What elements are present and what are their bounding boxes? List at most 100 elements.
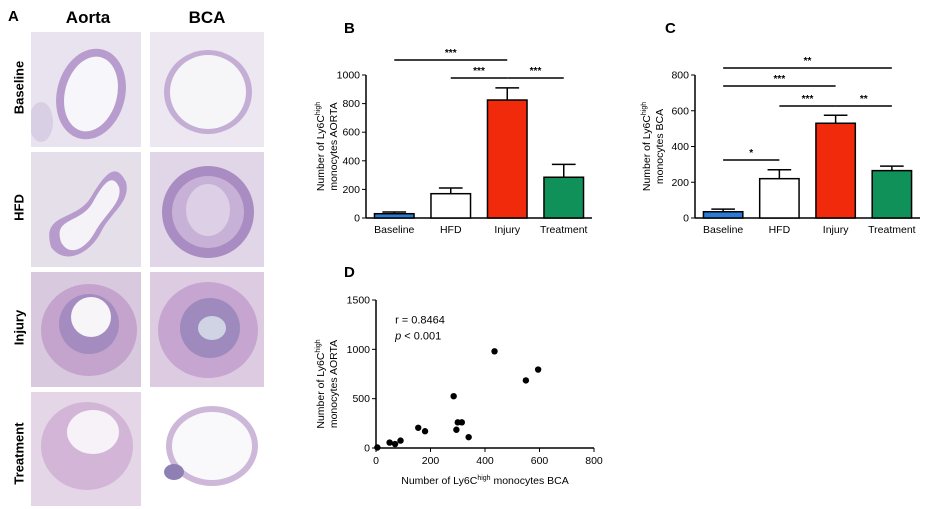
y-tick-label: 1000 — [337, 70, 361, 82]
y-axis-label-line1: Number of Ly6Chigh — [315, 102, 327, 191]
significance-label: ** — [860, 94, 868, 105]
x-tick-label: Injury — [823, 224, 849, 236]
y-axis-label-text: Number of Ly6C — [315, 115, 327, 191]
y-axis-label: Number of Ly6Chigh monocytes AORTA — [315, 102, 340, 191]
x-tick-label: 0 — [373, 455, 379, 467]
y-tick-label: 0 — [354, 213, 360, 225]
correlation-coefficient: r = 0.8464 — [395, 315, 445, 327]
y-tick-label: 0 — [683, 213, 689, 225]
bar-chart-bca: 0 200 400 600 800 Baseline HFD Injury Treatment *… — [641, 56, 920, 236]
x-tick-label: 600 — [531, 455, 549, 467]
x-axis-label: Number of Ly6Chigh monocytes BCA — [401, 475, 569, 487]
data-point — [534, 366, 542, 373]
panel-c-letter: C — [665, 20, 676, 37]
row-header-baseline: Baseline — [11, 60, 27, 115]
data-point — [491, 348, 498, 355]
y-tick-label: 200 — [671, 177, 689, 189]
panel-b-letter: B — [344, 20, 355, 37]
scatter-chart-correlation: 0 500 1000 1500 0 200 400 600 800 r = 0.8464 p < 0… — [315, 295, 603, 488]
column-header-aorta: Aorta — [65, 8, 111, 27]
significance-label: *** — [774, 74, 786, 85]
panel-a-letter: A — [8, 8, 19, 25]
bar — [702, 210, 744, 219]
y-tick-label: 600 — [671, 105, 689, 117]
panel-d-letter: D — [344, 264, 355, 281]
y-axis-label-line2: monocytes AORTA — [328, 102, 340, 190]
y-tick-label: 200 — [342, 184, 360, 196]
bar — [430, 192, 472, 219]
x-axis-label-superscript: high — [477, 475, 490, 482]
p-value-symbol: p — [394, 330, 401, 342]
y-axis-label-text: Number of Ly6C — [315, 352, 327, 428]
y-axis-label-line2: monocytes BCA — [654, 109, 666, 184]
y-axis-label-superscript: high — [641, 102, 648, 115]
x-tick-label: Baseline — [374, 224, 414, 236]
column-header-bca: BCA — [188, 8, 226, 27]
x-axis-label-text: monocytes BCA — [491, 475, 569, 487]
data-point — [458, 419, 466, 426]
y-tick-label: 500 — [352, 393, 370, 405]
row-header-hfd: HFD — [11, 194, 27, 221]
x-tick-label: 400 — [476, 455, 494, 467]
y-tick-label: 1500 — [347, 295, 371, 307]
bar — [758, 177, 800, 219]
significance-label: * — [749, 148, 753, 159]
significance-label: *** — [530, 66, 542, 77]
y-axis-label-superscript: high — [315, 102, 322, 115]
significance-label: *** — [802, 94, 814, 105]
y-tick-label: 1000 — [347, 344, 371, 356]
histology-bca-injury — [150, 272, 264, 387]
data-point — [374, 444, 381, 451]
data-point — [522, 377, 530, 384]
histology-aorta-injury — [31, 272, 141, 387]
histology-bca-baseline — [150, 32, 264, 147]
row-header-treatment: Treatment — [11, 422, 27, 485]
y-axis-label-line1: Number of Ly6Chigh — [641, 102, 653, 191]
y-tick-label: 0 — [364, 443, 370, 455]
bar — [486, 99, 528, 219]
x-tick-label: HFD — [440, 224, 462, 236]
data-point — [453, 426, 460, 433]
data-point — [465, 433, 472, 441]
histology-aorta-baseline — [31, 32, 141, 147]
data-point — [421, 428, 429, 435]
y-axis-label: Number of Ly6Chigh monocytes AORTA — [315, 339, 340, 428]
y-axis-label-line2: monocytes AORTA — [328, 340, 340, 428]
p-value-text: < 0.001 — [401, 330, 441, 342]
data-point — [397, 437, 404, 444]
p-value: p < 0.001 — [394, 330, 441, 342]
histology-bca-treatment — [150, 392, 264, 506]
y-axis-label-text: Number of Ly6C — [641, 115, 653, 191]
data-point — [415, 424, 422, 431]
significance-label: *** — [445, 48, 457, 59]
y-tick-label: 400 — [342, 155, 360, 167]
y-axis-label-superscript: high — [315, 339, 322, 352]
x-tick-label: HFD — [769, 224, 791, 236]
x-axis-label-text: Number of Ly6C — [401, 475, 477, 487]
x-tick-label: 200 — [422, 455, 440, 467]
y-tick-label: 600 — [342, 127, 360, 139]
y-axis-label-line1: Number of Ly6Chigh — [315, 339, 327, 428]
row-header-injury: Injury — [11, 309, 27, 346]
histology-aorta-hfd — [31, 152, 141, 267]
bar — [871, 169, 913, 219]
bar — [815, 122, 857, 219]
significance-label: ** — [804, 56, 812, 67]
x-tick-label: 800 — [585, 455, 603, 467]
x-tick-label: Injury — [494, 224, 520, 236]
histology-aorta-treatment — [31, 392, 141, 506]
y-tick-label: 400 — [671, 141, 689, 153]
bar — [543, 176, 585, 219]
x-tick-label: Baseline — [703, 224, 743, 236]
x-tick-label: Treatment — [540, 224, 588, 236]
significance-label: *** — [473, 66, 485, 77]
bar — [373, 212, 415, 219]
y-tick-label: 800 — [342, 98, 360, 110]
histology-bca-hfd — [150, 152, 264, 267]
data-point — [450, 393, 457, 400]
data-point — [386, 439, 393, 446]
bar-chart-aorta: 0 200 400 600 800 1000 Baseline HFD Injury Treatm… — [315, 48, 592, 236]
x-tick-label: Treatment — [868, 224, 916, 236]
data-point — [391, 440, 399, 448]
